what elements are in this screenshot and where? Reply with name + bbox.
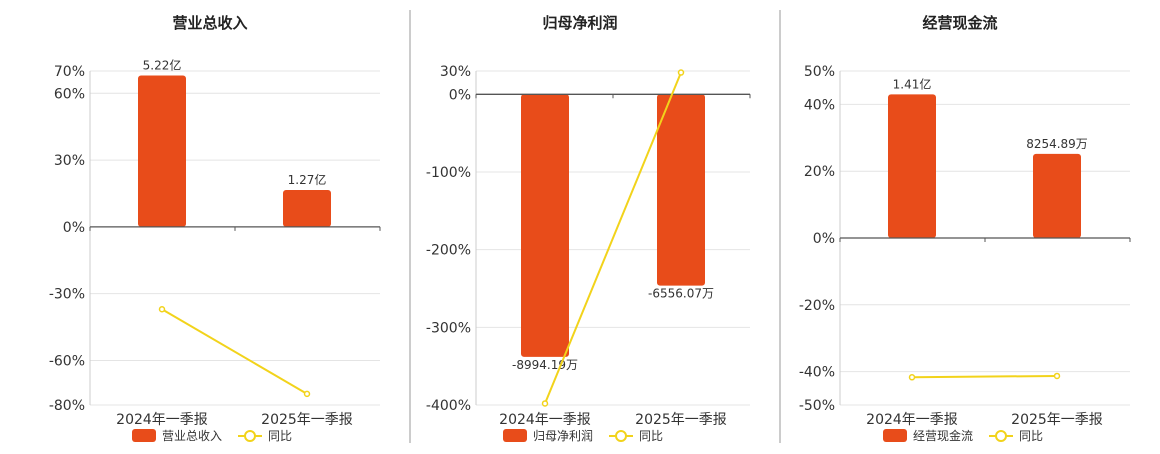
bar-value-label: -8994.19万 — [512, 358, 578, 372]
bar — [888, 94, 936, 238]
legend-label: 经营现金流 — [913, 428, 973, 443]
yoy-point — [541, 400, 549, 407]
bar — [521, 94, 569, 357]
y-tick-label: 30% — [54, 153, 85, 169]
legend: 经营现金流 同比 — [883, 428, 1043, 443]
bar-value-label: 1.41亿 — [893, 76, 932, 91]
legend-swatch-bar — [503, 429, 527, 442]
chart-title: 经营现金流 — [922, 14, 997, 32]
y-tick-label: -200% — [426, 243, 471, 259]
chart-panel-1: 营业总收入 70% 60% 30% 0% -30% -60% -80% 5.22亿 1.27亿 20… — [49, 14, 381, 443]
y-tick-label: 60% — [54, 86, 85, 102]
y-tick-label: -50% — [799, 398, 835, 414]
y-tick-label: -100% — [426, 165, 471, 181]
x-category-label: 2025年一季报 — [261, 412, 353, 428]
yoy-line — [544, 72, 682, 404]
bar — [283, 190, 331, 227]
y-tick-label: -20% — [799, 298, 835, 314]
x-category-label: 2024年一季报 — [866, 412, 958, 428]
yoy-line — [161, 308, 308, 395]
chart-panel-2: 归母净利润 30% 0% -100% -200% -300% -400% -8994.19万 -… — [426, 14, 751, 443]
yoy-line — [911, 374, 1058, 379]
y-tick-label: -300% — [426, 320, 471, 336]
x-category-label: 2024年一季报 — [499, 412, 591, 428]
bar — [1033, 153, 1081, 238]
legend: 营业总收入 同比 — [132, 429, 292, 443]
chart-title: 营业总收入 — [172, 14, 247, 32]
y-tick-label: -400% — [426, 398, 471, 414]
y-tick-label: 20% — [804, 164, 835, 180]
y-tick-label: -60% — [49, 353, 85, 369]
chart-title: 归母净利润 — [542, 14, 617, 32]
legend-label: 同比 — [1019, 429, 1043, 443]
chart-panel-3: 经营现金流 50% 40% 20% 0% -20% -40% -50% 1.41亿 8254.89… — [799, 14, 1131, 443]
x-category-label: 2024年一季报 — [116, 412, 208, 428]
y-tick-label: -30% — [49, 287, 85, 303]
bar — [138, 75, 186, 227]
legend-marker — [615, 430, 627, 442]
legend-swatch-bar — [883, 429, 907, 442]
y-tick-label: 40% — [804, 97, 835, 113]
y-tick-label: -80% — [49, 398, 85, 414]
yoy-point — [158, 306, 166, 313]
y-tick-label: 0% — [63, 220, 85, 236]
y-tick-label: 70% — [54, 64, 85, 80]
legend-swatch-bar — [132, 429, 156, 442]
y-tick-label: 30% — [440, 64, 471, 80]
x-category-label: 2025年一季报 — [1011, 412, 1103, 428]
legend-label: 同比 — [639, 429, 663, 443]
bar-value-label: 1.27亿 — [288, 172, 327, 187]
bar-value-label: 8254.89万 — [1026, 137, 1088, 151]
bar — [657, 94, 705, 286]
y-tick-label: 0% — [449, 87, 471, 103]
bar-value-label: 5.22亿 — [143, 57, 182, 72]
bar-value-label: -6556.07万 — [648, 287, 714, 301]
y-tick-label: -40% — [799, 365, 835, 381]
legend-marker — [244, 430, 256, 442]
yoy-point — [677, 69, 685, 76]
x-category-label: 2025年一季报 — [635, 412, 727, 428]
legend-label: 归母净利润 — [533, 429, 593, 443]
yoy-point — [908, 374, 916, 381]
yoy-point — [1053, 372, 1061, 380]
legend-label: 同比 — [268, 429, 292, 443]
legend: 归母净利润 同比 — [503, 429, 663, 443]
legend-marker — [995, 430, 1007, 442]
yoy-point — [303, 390, 311, 398]
legend-label: 营业总收入 — [162, 429, 222, 443]
y-tick-label: 50% — [804, 64, 835, 80]
y-tick-label: 0% — [813, 231, 835, 247]
